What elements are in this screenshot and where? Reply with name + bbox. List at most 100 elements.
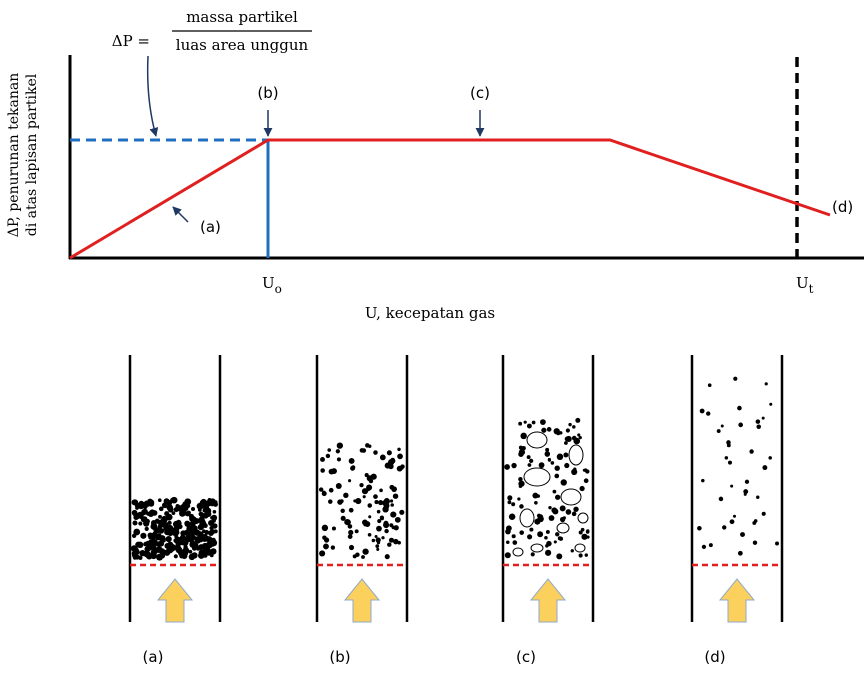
- particle: [537, 494, 540, 497]
- particle: [529, 459, 533, 463]
- particle: [329, 488, 334, 493]
- particle: [136, 513, 141, 518]
- particle: [505, 552, 511, 558]
- particle: [555, 466, 560, 471]
- particle: [528, 463, 532, 467]
- particle: [548, 506, 551, 509]
- particle: [700, 409, 705, 414]
- particle: [775, 542, 779, 546]
- bed-panels: (a)(b)(c)(d): [130, 355, 782, 666]
- particle: [194, 536, 200, 542]
- particle: [363, 495, 366, 498]
- particle: [164, 511, 169, 516]
- bubble: [569, 445, 583, 465]
- particle: [348, 534, 353, 539]
- particle: [351, 465, 355, 469]
- particle: [190, 516, 197, 523]
- diagram: ΔP = massa partikel luas area unggun ΔP,…: [0, 0, 864, 673]
- particle: [390, 503, 394, 507]
- panel-label: (a): [143, 648, 164, 666]
- particle: [132, 521, 137, 526]
- particle: [198, 508, 202, 512]
- particle: [511, 463, 516, 468]
- particle: [374, 500, 378, 504]
- bubble: [578, 513, 588, 523]
- particle: [524, 421, 527, 424]
- particle: [564, 463, 569, 468]
- particle: [170, 528, 175, 533]
- particle: [730, 485, 733, 488]
- particle: [762, 512, 766, 516]
- particle: [551, 461, 555, 465]
- particle: [555, 532, 559, 536]
- gas-arrow: [345, 579, 379, 622]
- particle: [566, 428, 570, 432]
- particle: [336, 449, 340, 453]
- particle: [573, 438, 580, 445]
- particle: [320, 468, 325, 473]
- particle: [170, 498, 174, 502]
- particle: [213, 510, 217, 514]
- particle: [395, 517, 401, 523]
- particle: [730, 519, 735, 524]
- particle: [579, 486, 584, 491]
- particle: [391, 486, 397, 492]
- particle: [541, 428, 546, 433]
- particle: [141, 510, 146, 515]
- bubble: [513, 548, 523, 556]
- particle: [745, 480, 749, 484]
- particle: [149, 500, 154, 505]
- particle: [355, 529, 359, 533]
- panel-label: (d): [704, 648, 725, 666]
- particle: [577, 433, 580, 436]
- particle: [163, 520, 167, 524]
- particle: [174, 534, 178, 538]
- particle: [174, 554, 178, 558]
- particle: [573, 507, 578, 512]
- particle: [319, 550, 325, 556]
- particle: [544, 536, 548, 540]
- particle: [167, 521, 171, 525]
- particle: [147, 546, 152, 551]
- particle: [165, 502, 170, 507]
- particle: [572, 425, 576, 429]
- bubble: [531, 544, 543, 552]
- gas-arrow: [720, 579, 754, 622]
- particle: [166, 536, 172, 542]
- particle: [518, 422, 522, 426]
- particle: [178, 552, 182, 556]
- particle: [182, 549, 189, 556]
- particle: [379, 489, 383, 493]
- curve-label: (d): [832, 198, 853, 216]
- particle: [375, 535, 378, 538]
- particle: [367, 475, 373, 481]
- particle: [200, 499, 206, 505]
- particle: [341, 516, 346, 521]
- particle: [324, 537, 329, 542]
- particle: [527, 455, 531, 459]
- particle: [579, 553, 583, 557]
- particle: [206, 548, 210, 552]
- particle: [202, 529, 206, 533]
- particle: [337, 442, 343, 448]
- particle: [328, 499, 333, 504]
- particle: [744, 493, 747, 496]
- particle: [733, 515, 736, 518]
- particle: [145, 527, 149, 531]
- particle: [585, 469, 589, 473]
- particle: [537, 516, 544, 523]
- particle: [557, 454, 564, 461]
- particle: [367, 503, 372, 508]
- particle: [189, 554, 195, 560]
- particle: [728, 461, 732, 465]
- particle: [768, 456, 772, 460]
- particle: [564, 441, 568, 445]
- particle: [509, 513, 516, 520]
- particle: [587, 536, 590, 539]
- particle: [560, 505, 566, 511]
- particle: [336, 483, 342, 489]
- particle: [518, 452, 523, 457]
- particle: [362, 548, 368, 554]
- particle: [198, 546, 202, 550]
- particle: [167, 542, 173, 548]
